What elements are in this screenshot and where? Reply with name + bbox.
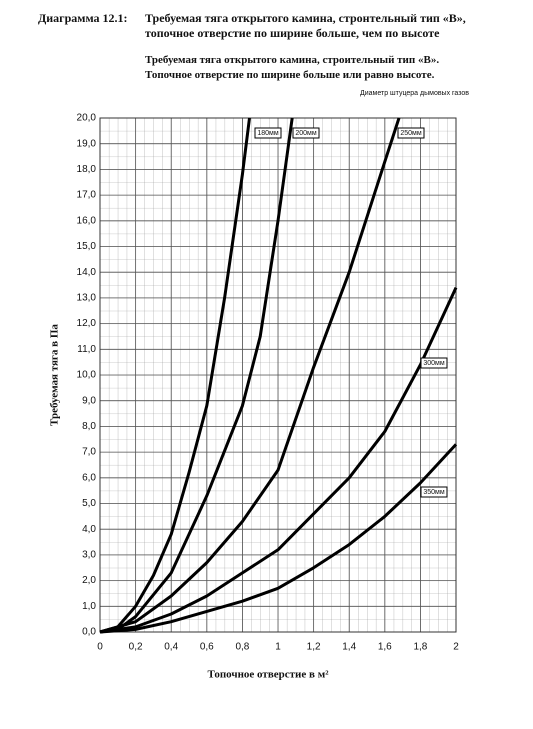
subtitle-line: Требуемая тяга открытого камина, строите…: [145, 54, 440, 66]
curve: [99, 117, 251, 634]
x-tick-label: 1: [275, 642, 281, 653]
legend-title: Диаметр штуцера дымовых газов: [360, 90, 469, 97]
y-tick-label: 9,0: [82, 395, 96, 406]
legend-box: [420, 486, 448, 498]
y-tick-label: 8,0: [82, 421, 96, 432]
x-axis-label: Топочное отверстие в м²: [207, 669, 329, 681]
curve: [99, 117, 401, 634]
x-tick-label: 2: [453, 642, 459, 653]
y-axis-label: Требуемая тяга в Па: [49, 324, 61, 426]
y-tick-label: 20,0: [77, 113, 97, 124]
title-line: топочное отверстие по ширине больше, чем…: [145, 26, 440, 40]
legend-label: 180мм: [257, 130, 278, 137]
legend-box: [292, 127, 320, 139]
curve: [99, 286, 458, 634]
y-tick-label: 19,0: [77, 138, 97, 149]
x-tick-label: 1,6: [378, 642, 392, 653]
y-tick-label: 4,0: [82, 524, 96, 535]
diagram-label: Диаграмма 12.1:: [38, 11, 128, 25]
legend-box: [397, 127, 425, 139]
curve: [99, 443, 458, 634]
y-tick-label: 14,0: [77, 267, 97, 278]
legend-label: 350мм: [423, 489, 444, 496]
y-tick-label: 3,0: [82, 550, 96, 561]
y-tick-label: 11,0: [77, 344, 96, 355]
y-tick-label: 6,0: [82, 472, 96, 483]
x-tick-label: 0,8: [235, 642, 249, 653]
legend-box: [254, 127, 282, 139]
x-tick-label: 0,4: [164, 642, 178, 653]
y-tick-label: 12,0: [77, 318, 97, 329]
legend-label: 250мм: [400, 130, 421, 137]
y-tick-label: 17,0: [77, 190, 97, 201]
y-tick-label: 5,0: [82, 498, 96, 509]
y-tick-label: 7,0: [82, 447, 96, 458]
y-tick-label: 15,0: [77, 241, 97, 252]
plot-frame: [99, 117, 457, 633]
legend-label: 200мм: [295, 130, 316, 137]
y-tick-label: 18,0: [77, 164, 97, 175]
legend-label: 300мм: [423, 360, 444, 367]
x-tick-label: 1,4: [342, 642, 356, 653]
x-tick-label: 0: [97, 642, 103, 653]
x-tick-label: 0,6: [200, 642, 214, 653]
y-tick-label: 2,0: [82, 575, 96, 586]
x-tick-label: 1,2: [307, 642, 321, 653]
y-tick-label: 1,0: [82, 601, 96, 612]
y-tick-label: 0,0: [82, 627, 96, 638]
y-tick-label: 10,0: [77, 370, 97, 381]
subtitle-line: Топочное отверстие по ширине больше или …: [145, 69, 435, 81]
title-line: Требуемая тяга открытого камина, стронте…: [145, 11, 466, 25]
x-tick-label: 1,8: [413, 642, 427, 653]
legend-box: [420, 357, 448, 369]
x-tick-label: 0,2: [129, 642, 143, 653]
y-tick-label: 13,0: [77, 293, 97, 304]
y-tick-label: 16,0: [77, 215, 97, 226]
